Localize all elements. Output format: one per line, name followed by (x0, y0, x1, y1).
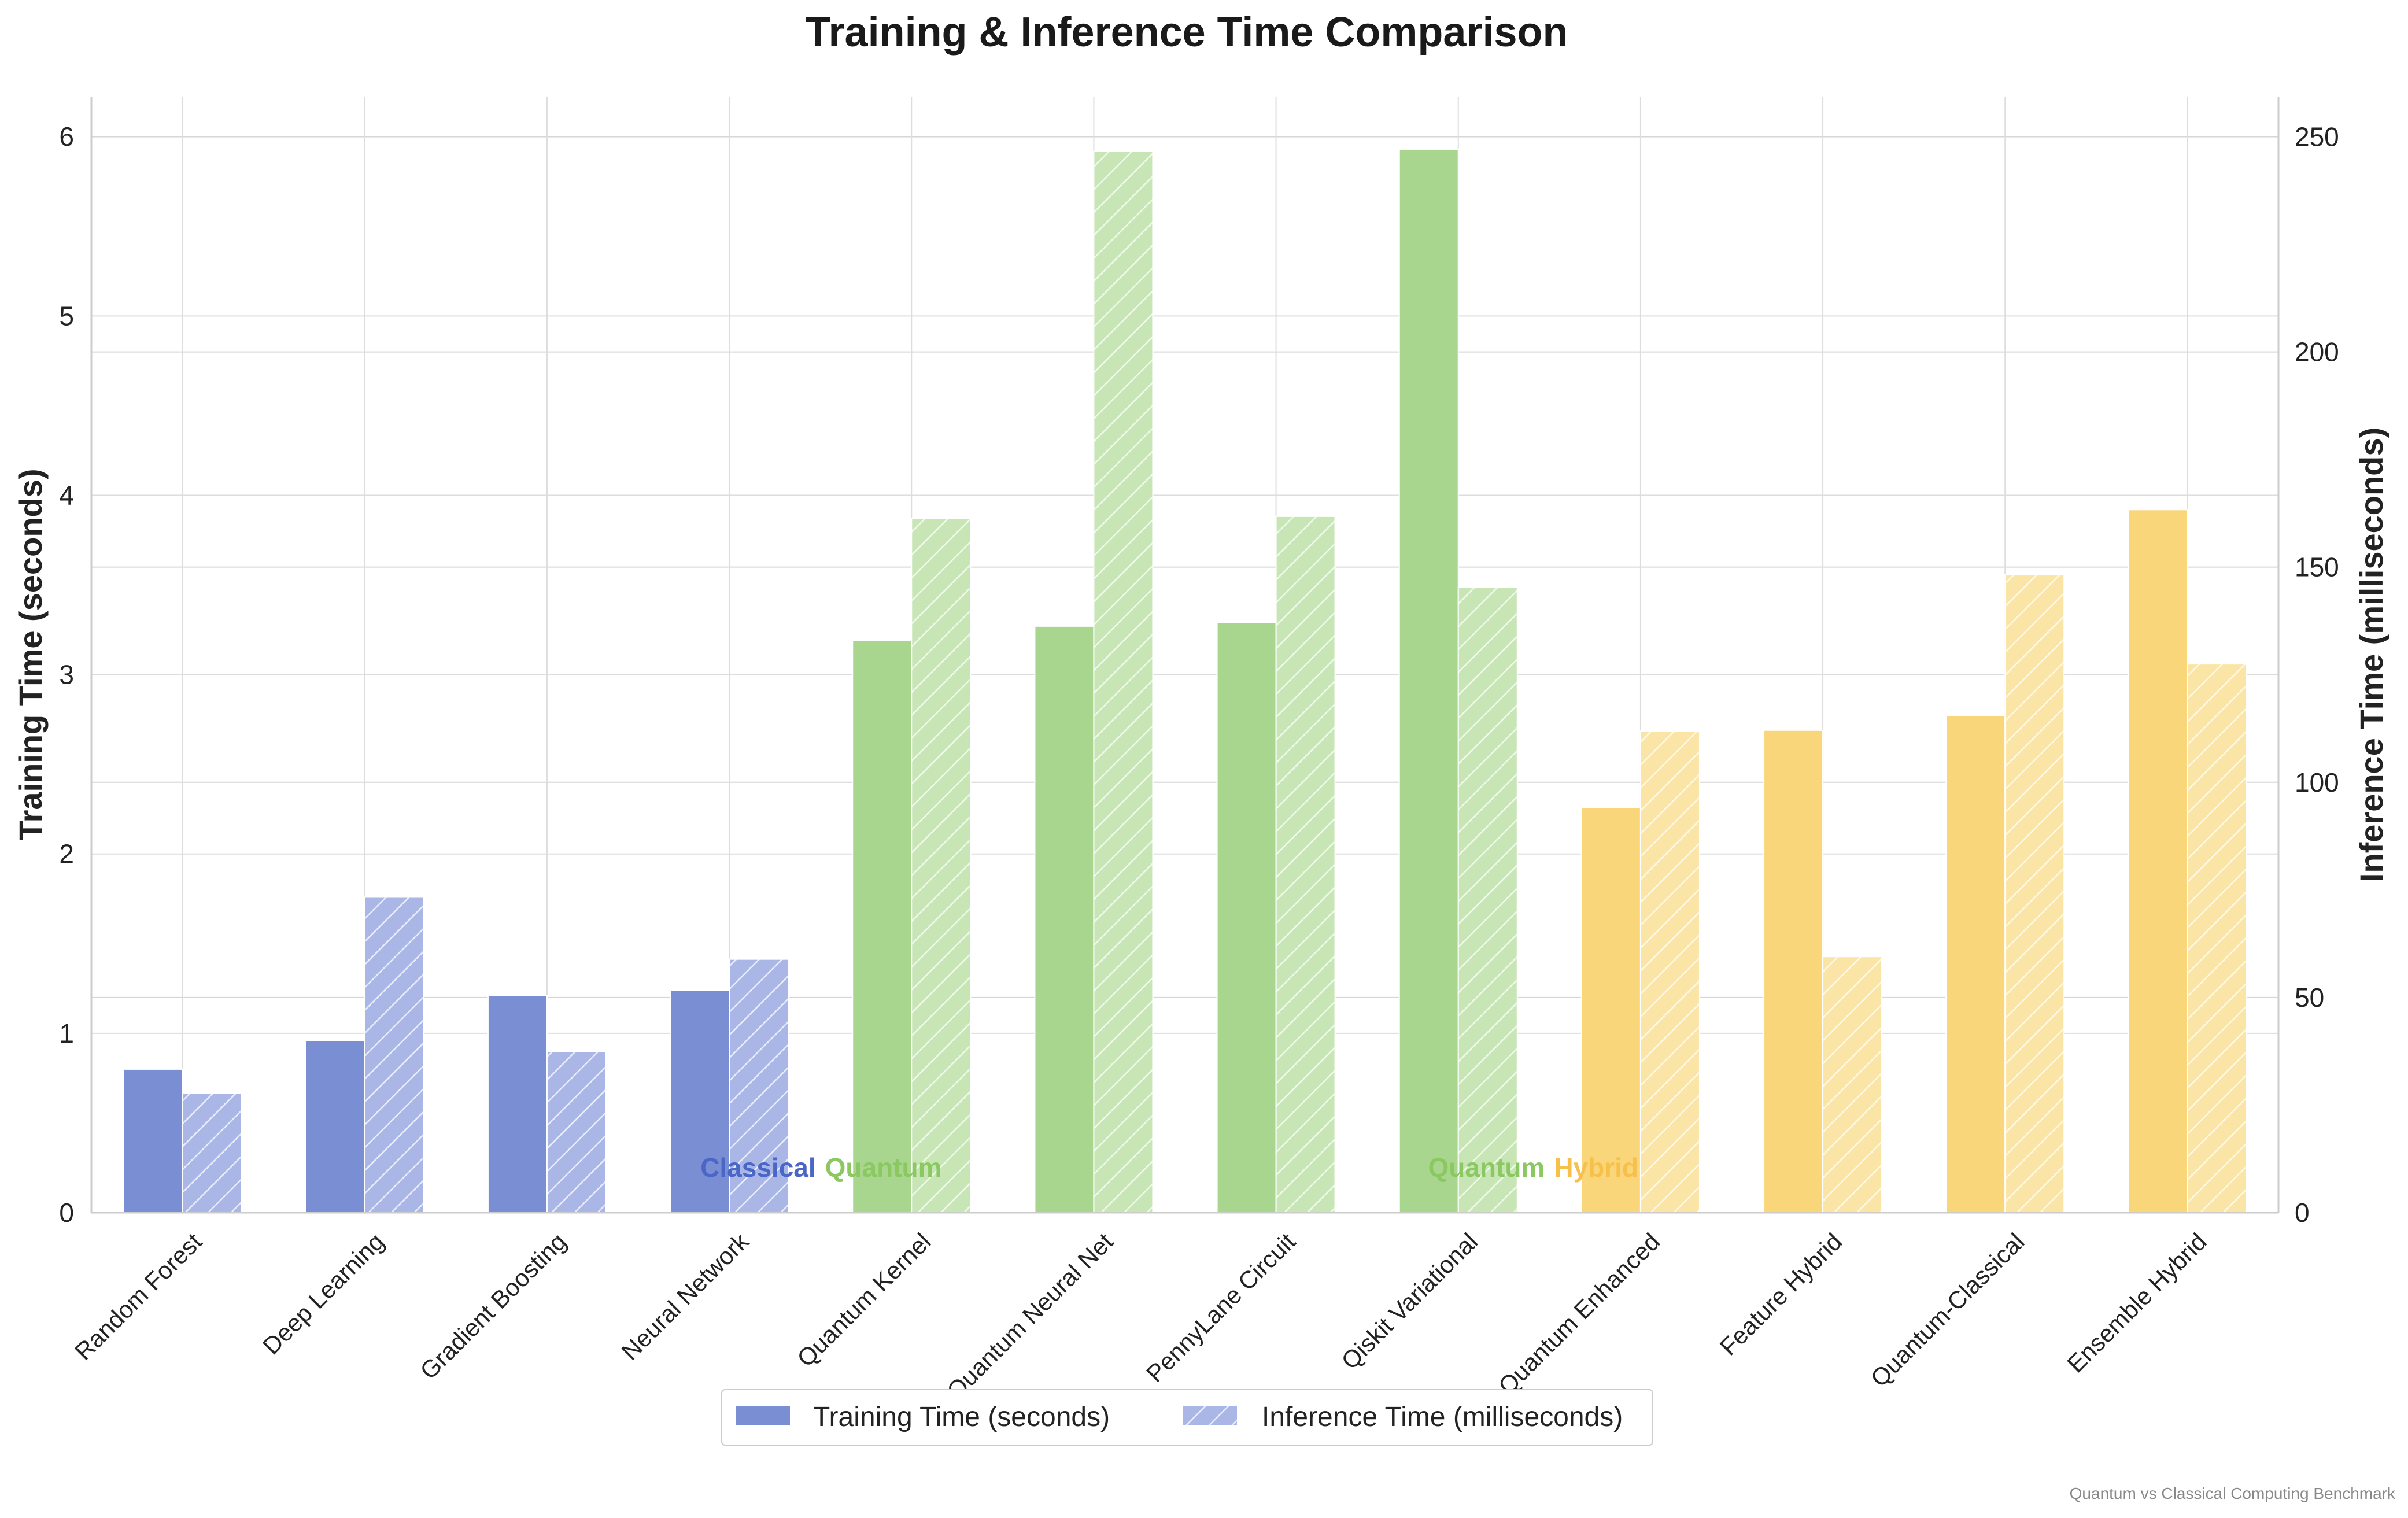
bar-training-11 (2128, 509, 2188, 1214)
bar-inference-hatch-4 (911, 518, 971, 1213)
bar-training-2 (487, 995, 548, 1213)
bars (123, 148, 2247, 1214)
group-labels: Classical Quantum Quantum Hybrid (700, 1153, 1638, 1183)
bar-inference-hatch-0 (182, 1093, 242, 1213)
y-tick-left-0: 0 (59, 1198, 74, 1228)
y-tick-left-5: 5 (59, 301, 74, 331)
bar-training-6 (1216, 622, 1277, 1214)
x-tick-10: Quantum-Classical (1866, 1228, 2030, 1392)
group-label-3: Hybrid (1554, 1153, 1638, 1183)
bar-inference-hatch-2 (546, 1051, 606, 1213)
y-tick-left-3: 3 (59, 660, 74, 690)
bar-training-8 (1580, 807, 1641, 1214)
y-tick-right-4: 200 (2295, 337, 2339, 367)
bar-training-10 (1945, 715, 2006, 1213)
chart-title: Training & Inference Time Comparison (806, 9, 1568, 56)
right-y-ticks: 0 50 100 150 200 250 (2295, 121, 2339, 1228)
x-tick-1: Deep Learning (257, 1228, 389, 1360)
left-y-ticks: 0 1 2 3 4 5 6 (59, 121, 74, 1228)
x-tick-2: Gradient Boosting (415, 1228, 571, 1384)
group-label-0: Classical (700, 1153, 815, 1183)
y-tick-right-3: 150 (2295, 552, 2339, 582)
bar-inference-hatch-11 (2187, 664, 2247, 1213)
y-tick-right-5: 250 (2295, 121, 2339, 152)
y-tick-left-2: 2 (59, 839, 74, 869)
bar-inference-hatch-5 (1094, 151, 1153, 1213)
x-tick-7: Qiskit Variational (1336, 1228, 1483, 1375)
bar-training-1 (305, 1040, 365, 1213)
y-tick-right-1: 50 (2295, 983, 2324, 1013)
x-tick-3: Neural Network (616, 1227, 755, 1365)
x-tick-0: Random Forest (69, 1228, 207, 1365)
group-label-2: Quantum (1428, 1153, 1545, 1183)
bar-inference-hatch-7 (1458, 587, 1517, 1213)
y-tick-left-4: 4 (59, 480, 74, 510)
legend-swatch-training (736, 1406, 790, 1425)
bar-inference-hatch-1 (364, 897, 424, 1213)
legend-swatch-inference-hatch (1183, 1406, 1237, 1425)
bar-training-9 (1763, 729, 1824, 1213)
bar-inference-hatch-9 (1823, 956, 1882, 1213)
bar-training-0 (123, 1068, 183, 1213)
y-tick-right-2: 100 (2295, 767, 2339, 797)
x-tick-11: Ensemble Hybrid (2062, 1228, 2211, 1377)
group-label-1: Quantum (825, 1153, 942, 1183)
x-tick-8: Quantum Enhanced (1493, 1228, 1665, 1399)
legend: Training Time (seconds) Inference Time (… (721, 1389, 1653, 1446)
bar-training-5 (1034, 625, 1095, 1213)
bar-training-3 (670, 989, 730, 1214)
y-tick-left-1: 1 (59, 1018, 74, 1048)
x-tick-4: Quantum Kernel (792, 1228, 936, 1372)
x-tick-5: Quantum Neural Net (941, 1228, 1118, 1405)
y-tick-left-6: 6 (59, 121, 74, 152)
bar-training-7 (1398, 148, 1459, 1214)
y-axis-label-left: Training Time (seconds) (12, 468, 49, 840)
bar-training-4 (852, 640, 913, 1213)
bar-inference-hatch-6 (1276, 516, 1335, 1213)
bar-inference-hatch-8 (1640, 731, 1700, 1213)
y-tick-right-0: 0 (2295, 1198, 2310, 1228)
y-axis-label-right: Inference Time (milliseconds) (2353, 427, 2389, 882)
bar-inference-hatch-10 (2005, 575, 2064, 1213)
legend-label-training: Training Time (seconds) (813, 1402, 1110, 1432)
x-ticks: Random Forest Deep Learning Gradient Boost… (69, 1227, 2212, 1404)
legend-label-inference: Inference Time (milliseconds) (1262, 1402, 1623, 1432)
x-tick-6: PennyLane Circuit (1141, 1228, 1301, 1387)
bar-inference-hatch-3 (729, 959, 789, 1213)
footnote: Quantum vs Classical Computing Benchmark (2070, 1484, 2396, 1502)
x-tick-9: Feature Hybrid (1715, 1228, 1848, 1361)
